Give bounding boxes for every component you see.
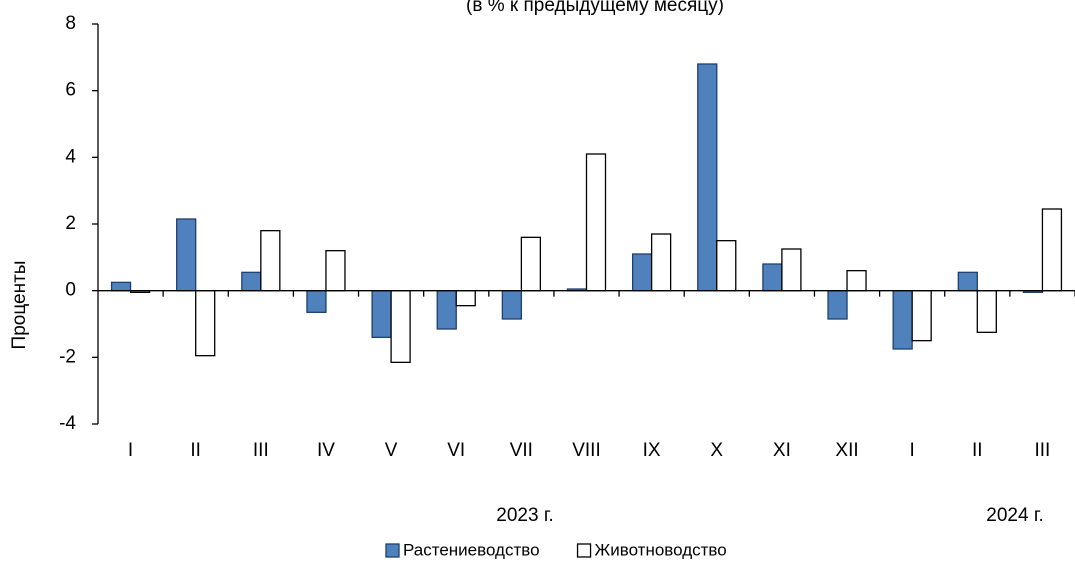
legend-label: Животноводство <box>595 540 727 559</box>
x-tick-label: I <box>910 440 915 461</box>
chart-title: (в % к предыдущему месяцу) <box>466 0 724 16</box>
bar <box>781 248 802 292</box>
bar <box>1041 208 1063 292</box>
x-tick-label: X <box>710 440 723 461</box>
bar <box>716 240 737 292</box>
bar <box>650 233 672 292</box>
bar <box>911 290 932 342</box>
legend-swatch <box>385 543 400 558</box>
bar <box>436 290 457 330</box>
bar <box>176 218 197 292</box>
y-tick-label: 8 <box>65 13 76 34</box>
bar <box>846 270 867 292</box>
x-tick-label: VI <box>447 440 465 461</box>
bar <box>390 290 411 363</box>
bar <box>585 153 607 292</box>
x-tick-label: II <box>972 440 983 461</box>
bar <box>371 290 392 338</box>
x-tick-label: III <box>253 440 269 461</box>
bar <box>195 290 216 357</box>
y-tick-label: -4 <box>59 413 76 434</box>
bar <box>455 290 476 307</box>
bar <box>631 253 653 292</box>
bar <box>501 290 523 320</box>
bar <box>520 236 542 292</box>
bar <box>892 290 913 350</box>
x-tick-label: V <box>385 440 398 461</box>
x-tick-label: XI <box>773 440 791 461</box>
bar <box>260 230 281 292</box>
x-tick-label: III <box>1035 440 1051 461</box>
legend-label: Растениеводство <box>403 540 540 559</box>
y-tick-label: -2 <box>59 346 76 367</box>
x-tick-label: I <box>128 440 133 461</box>
y-tick-label: 0 <box>65 280 76 301</box>
x-tick-label: II <box>190 440 201 461</box>
x-tick-label: IV <box>317 440 335 461</box>
bar <box>976 290 997 333</box>
x-tick-label: VII <box>510 440 533 461</box>
y-axis-label: Проценты <box>9 261 30 350</box>
year-label: 2024 г. <box>986 505 1043 526</box>
x-tick-label: VIII <box>572 440 601 461</box>
bar <box>241 271 262 292</box>
bar <box>697 63 718 292</box>
bar <box>325 250 346 292</box>
y-tick-label: 2 <box>65 213 76 234</box>
bar <box>957 271 978 292</box>
bar <box>827 290 848 320</box>
y-tick-label: 4 <box>65 146 76 167</box>
x-tick-label: IX <box>643 440 661 461</box>
bar <box>306 290 327 313</box>
y-tick-label: 6 <box>65 80 76 101</box>
x-tick-label: XII <box>835 440 858 461</box>
legend-swatch <box>576 543 592 558</box>
year-label: 2023 г. <box>496 505 553 526</box>
bar <box>762 263 783 292</box>
bar <box>110 281 132 292</box>
